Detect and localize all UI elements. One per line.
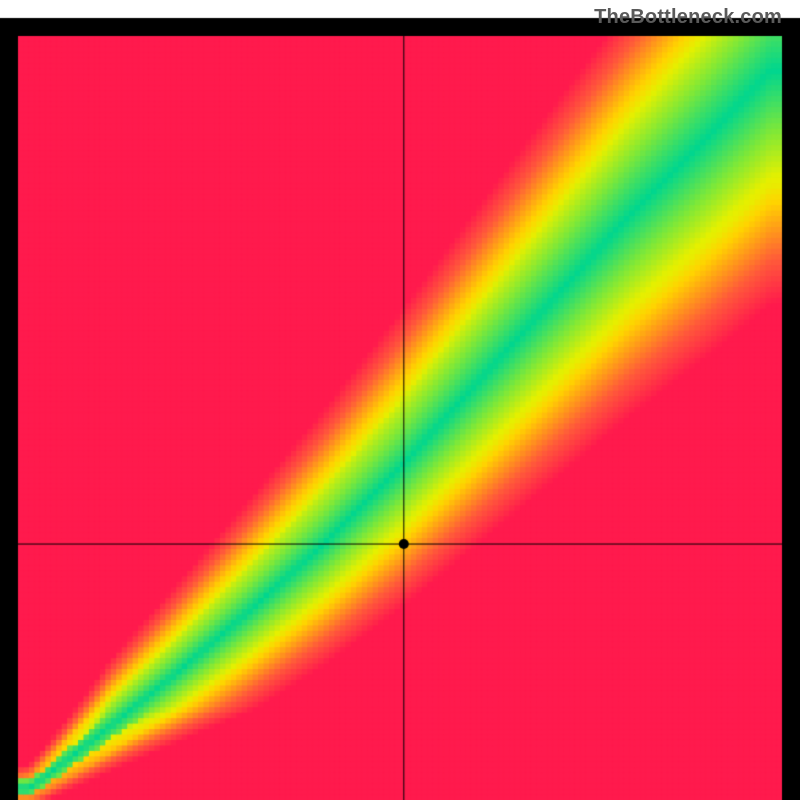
watermark-text: TheBottleneck.com (594, 6, 782, 29)
chart-container: TheBottleneck.com (0, 0, 800, 800)
bottleneck-heatmap-canvas (0, 0, 800, 800)
